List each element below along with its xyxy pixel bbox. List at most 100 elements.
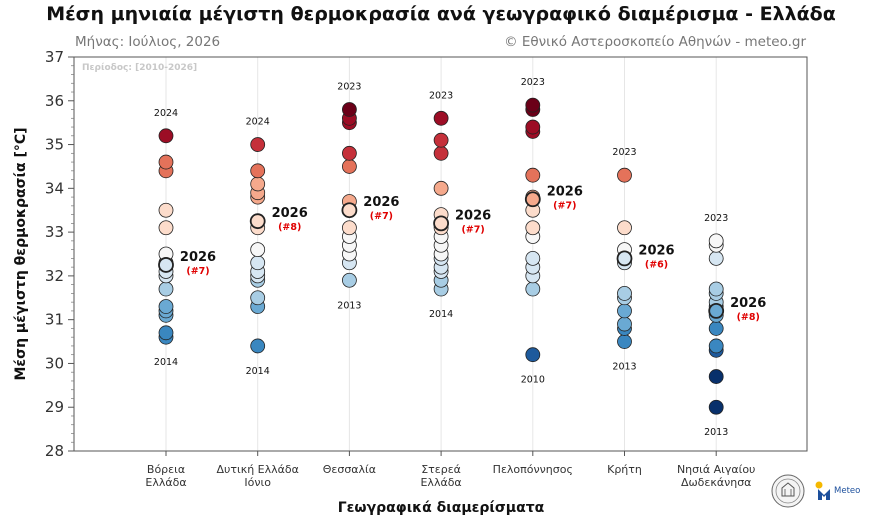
data-point — [617, 167, 632, 183]
data-point — [708, 369, 724, 384]
current-rank-label: (#8) — [278, 222, 301, 233]
data-point — [158, 128, 174, 144]
min-year-label: 2014 — [246, 366, 270, 377]
noa-seal-logo — [771, 474, 805, 508]
data-point — [617, 220, 632, 236]
max-year-label: 2023 — [429, 90, 453, 101]
current-year-label: 2026 — [638, 243, 674, 258]
min-year-label: 2010 — [521, 375, 545, 386]
data-point — [525, 167, 541, 183]
data-point — [525, 97, 541, 113]
data-point — [341, 272, 357, 288]
y-tick-label: 31 — [45, 311, 64, 329]
data-point — [158, 281, 174, 297]
data-point — [617, 285, 632, 301]
current-year-label: 2026 — [363, 195, 399, 210]
current-year-label: 2026 — [180, 250, 216, 265]
y-axis: 28 29 30 31 32 33 34 35 36 37 — [45, 48, 74, 460]
current-year-point — [433, 215, 450, 232]
y-axis-label: Μέση μέγιστη θερμοκρασία [°C] — [13, 127, 29, 380]
plot-area: Περίοδος: [2010-2026] 28 29 30 31 32 33 34 35 36… — [45, 48, 808, 460]
data-point — [158, 299, 174, 314]
data-point — [525, 119, 541, 135]
data-point — [250, 163, 266, 179]
data-point — [158, 154, 174, 170]
y-tick-label: 29 — [45, 398, 64, 416]
max-year-label: 2023 — [337, 82, 361, 93]
current-year-label: 2026 — [272, 206, 308, 221]
data-point — [341, 159, 357, 174]
current-rank-label: (#6) — [645, 259, 668, 270]
data-point — [525, 347, 541, 363]
x-category-label: Δωδεκάνησα — [681, 476, 752, 489]
data-point — [250, 338, 266, 354]
current-year-point — [158, 257, 174, 273]
data-point — [250, 137, 266, 152]
data-point — [617, 303, 632, 319]
y-tick-label: 35 — [45, 136, 64, 154]
x-category-label: Ιόνιο — [244, 476, 271, 489]
data-point — [433, 180, 449, 196]
x-category-label: Ελλάδα — [145, 476, 186, 489]
x-category-label: Βόρεια — [147, 463, 185, 476]
x-category-label: Πελοπόννησος — [493, 463, 573, 476]
max-year-label: 2023 — [521, 77, 545, 88]
data-point — [525, 220, 541, 236]
current-rank-label: (#7) — [461, 224, 484, 235]
data-point — [433, 110, 449, 126]
current-year-point — [708, 303, 725, 319]
data-point — [433, 132, 449, 148]
x-category-label: Νησιά Αιγαίου — [677, 463, 755, 476]
data-point — [708, 250, 724, 266]
min-year-label: 2014 — [429, 309, 453, 320]
data-points — [158, 97, 725, 415]
data-point — [250, 290, 266, 306]
copyright-label: © Εθνικό Αστεροσκοπείο Αθηνών - meteo.gr — [504, 34, 806, 50]
x-category-label: Ελλάδα — [420, 476, 461, 489]
max-year-label: 2023 — [704, 213, 728, 224]
y-tick-label: 37 — [45, 48, 64, 66]
data-point — [617, 316, 632, 332]
data-point — [250, 255, 266, 271]
current-year-label: 2026 — [455, 208, 491, 223]
data-point — [708, 233, 724, 249]
chart-title: Μέση μηνιαία μέγιστη θερμοκρασία ανά γεω… — [46, 3, 836, 25]
data-point — [250, 176, 266, 192]
y-tick-label: 30 — [45, 354, 64, 372]
max-year-label: 2024 — [246, 117, 270, 128]
x-category-label: Στερεά — [421, 463, 461, 476]
meteo-logo: Meteo — [815, 481, 860, 500]
x-category-label: Θεσσαλία — [323, 463, 376, 476]
current-year-point — [249, 213, 266, 230]
data-point — [158, 202, 174, 218]
data-point — [158, 220, 174, 236]
min-year-label: 2013 — [704, 427, 728, 438]
data-point — [525, 281, 541, 297]
data-point — [158, 325, 174, 341]
data-point — [250, 242, 266, 258]
meteo-logo-text: Meteo — [834, 486, 860, 496]
data-point — [341, 145, 357, 161]
y-tick-label: 32 — [45, 267, 64, 285]
max-year-label: 2023 — [612, 147, 636, 158]
data-point — [617, 334, 632, 349]
data-point — [433, 145, 449, 161]
max-year-label: 2024 — [154, 108, 178, 119]
y-tick-label: 36 — [45, 92, 64, 110]
current-year-point — [341, 202, 358, 219]
x-axis-label: Γεωγραφικά διαμερίσματα — [338, 500, 545, 516]
y-tick-label: 33 — [45, 223, 64, 241]
y-tick-label: 28 — [45, 442, 64, 460]
data-point — [708, 399, 724, 415]
data-point — [708, 338, 724, 354]
annotations: 202420142026(#7)202420142026(#8)20232013… — [154, 77, 766, 438]
current-year-point — [524, 191, 541, 208]
min-year-label: 2013 — [612, 362, 636, 373]
current-rank-label: (#7) — [186, 266, 209, 277]
period-label: Περίοδος: [2010-2026] — [82, 62, 197, 73]
current-year-point — [616, 250, 633, 267]
current-rank-label: (#8) — [737, 312, 760, 323]
current-rank-label: (#7) — [553, 200, 576, 211]
